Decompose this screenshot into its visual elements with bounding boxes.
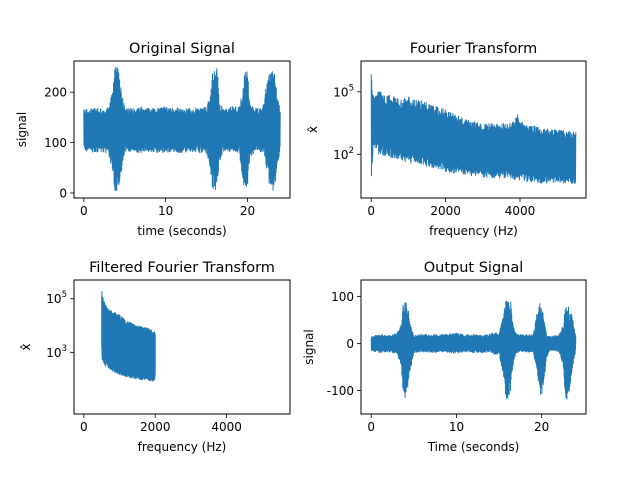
fourier-series-line-0: [370, 74, 577, 184]
filtered-xtick-label: 0: [80, 420, 88, 434]
filtered-axes-frame: [73, 279, 291, 415]
output-title: Output Signal: [424, 260, 524, 276]
original-xtick-label: 0: [80, 204, 88, 218]
filtered-series: [101, 291, 156, 382]
fourier-xlabel: frequency (Hz): [429, 224, 518, 238]
original-ytick-label: 100: [44, 136, 67, 150]
output-axes-frame: [360, 279, 587, 415]
original-series-line-0: [83, 66, 281, 191]
fourier-xtick-label: 2000: [430, 204, 461, 218]
original-title: Original Signal: [129, 41, 235, 57]
filtered-series-line-0: [101, 291, 156, 382]
output-xlabel: Time (seconds): [427, 440, 520, 454]
panel-fourier: 0 2000 4000 105 102 Fourier Transform frequenc…: [306, 41, 587, 238]
filtered-ytick-label: 105: [46, 290, 67, 306]
output-ytick-label: 100: [331, 290, 354, 304]
filtered-xtick-label: 4000: [211, 420, 242, 434]
fourier-xtick-label: 4000: [505, 204, 536, 218]
fourier-ylabel: x̂: [306, 126, 320, 133]
fourier-axes-frame: [360, 60, 587, 199]
filtered-xtick-label: 2000: [140, 420, 171, 434]
original-ytick-label: 0: [59, 186, 67, 200]
original-ytick-label: 200: [44, 86, 67, 100]
original-xtick-label: 20: [240, 204, 255, 218]
original-xtick-label: 10: [158, 204, 173, 218]
fourier-title: Fourier Transform: [410, 41, 538, 57]
panel-output: 0 10 20 100 0 -100 Output Signal Time (seconds)…: [302, 260, 587, 454]
filtered-ytick-label: 103: [46, 344, 67, 360]
fourier-series: [370, 74, 577, 184]
output-ytick-label: -100: [327, 384, 354, 398]
filtered-title: Filtered Fourier Transform: [89, 260, 275, 276]
filtered-xlabel: frequency (Hz): [138, 440, 227, 454]
fourier-xtick-label: 0: [367, 204, 375, 218]
original-xlabel: time (seconds): [137, 224, 226, 238]
original-axes-frame: [73, 60, 291, 199]
output-xtick-label: 0: [367, 420, 375, 434]
output-ylabel: signal: [302, 329, 316, 365]
output-xtick-label: 10: [449, 420, 464, 434]
original-series: [83, 66, 281, 191]
filtered-ylabel: x̂: [19, 343, 33, 350]
output-series: [370, 300, 577, 400]
panel-filtered: 0 2000 4000 105 103 Filtered Fourier Transfor…: [19, 260, 291, 454]
original-ylabel: signal: [15, 112, 29, 148]
output-series-line-0: [370, 300, 577, 400]
fourier-ytick-label: 105: [333, 83, 354, 99]
fourier-ytick-label: 102: [333, 146, 354, 162]
output-ytick-label: 0: [346, 337, 354, 351]
output-xtick-label: 20: [534, 420, 549, 434]
